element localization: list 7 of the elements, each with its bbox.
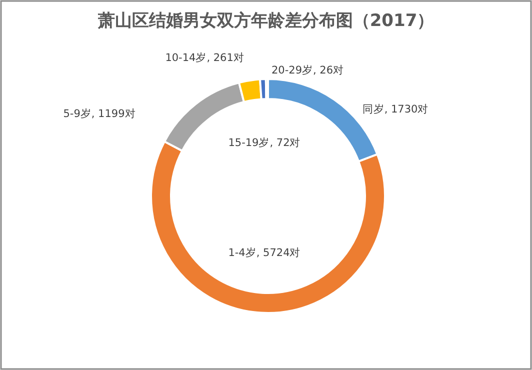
slice-label: 20-29岁, 26对 [272,64,344,77]
slice-label: 5-9岁, 1199对 [63,106,136,120]
slice-label: 1-4岁, 5724对 [228,246,301,260]
chart-title: 萧山区结婚男女双方年龄差分布图（2017） [96,11,434,31]
slice-label: 同岁, 1730对 [362,102,429,116]
slice-label: 15-19岁, 72对 [228,136,301,150]
slice-label: 10-14岁, 261对 [165,50,244,64]
